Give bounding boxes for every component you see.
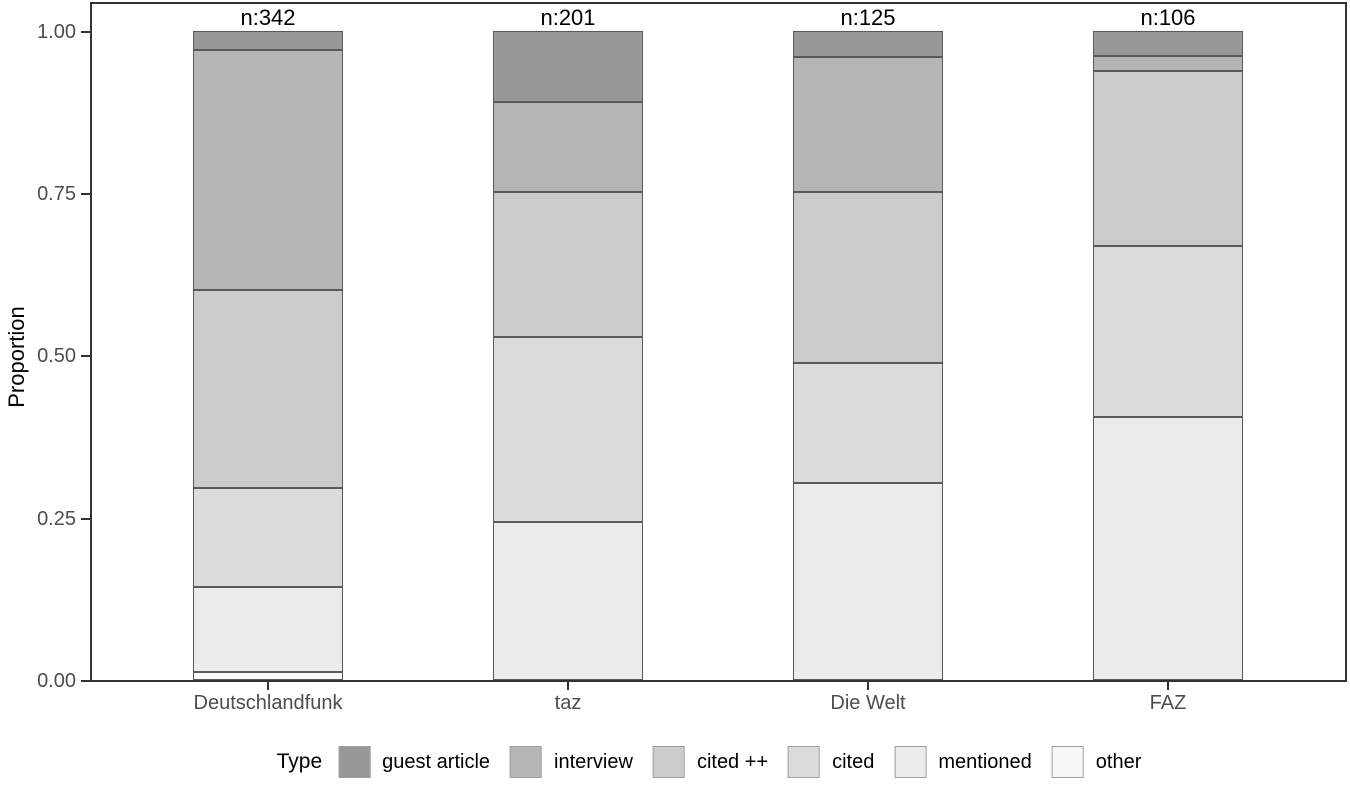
bar-segment-cited	[793, 363, 943, 483]
bar-segment-guest-article	[493, 31, 643, 102]
x-axis-category-label: FAZ	[1149, 692, 1187, 714]
y-axis-tick	[81, 193, 90, 195]
legend-item-other: other	[1051, 746, 1142, 778]
legend-label: other	[1095, 750, 1142, 773]
x-axis-category-label: Die Welt	[830, 692, 906, 714]
bar-segment-interview	[493, 102, 643, 192]
legend-swatch-other	[1051, 746, 1084, 778]
x-axis-category-label: Deutschlandfunk	[193, 692, 343, 714]
bar-segment-mentioned	[493, 522, 643, 680]
y-axis-tick-label: 0.50	[37, 345, 76, 367]
stacked-bar-deutschlandfunk	[193, 31, 343, 680]
bar-segment-interview	[1093, 56, 1243, 71]
y-axis-tick	[81, 518, 90, 520]
stacked-bar-faz	[1093, 31, 1243, 680]
stacked-bar-taz	[493, 31, 643, 680]
y-axis-tick	[81, 31, 90, 33]
bar-segment-cited	[193, 488, 343, 587]
bar-segment-cited-++	[1093, 71, 1243, 246]
y-axis-tick-label: 0.00	[37, 670, 76, 692]
bar-segment-guest-article	[193, 31, 343, 50]
bar-segment-mentioned	[193, 587, 343, 672]
bar-segment-guest-article	[1093, 31, 1243, 56]
bar-segment-cited-++	[493, 192, 643, 337]
y-axis-tick	[81, 680, 90, 682]
legend-item-cited-++: cited ++	[652, 746, 769, 778]
y-axis-tick-label: 0.25	[37, 508, 76, 530]
bar-count-label: n:125	[840, 5, 896, 30]
legend-label: guest article	[382, 750, 491, 773]
y-axis-tick-label: 1.00	[37, 21, 76, 43]
legend-swatch-interview	[510, 746, 543, 778]
bar-segment-other	[193, 672, 343, 680]
bar-count-label: n:201	[540, 5, 596, 30]
y-axis-tick	[81, 355, 90, 357]
legend-item-interview: interview	[510, 746, 633, 778]
legend-swatch-mentioned	[894, 746, 927, 778]
x-axis-tick	[567, 682, 569, 690]
bar-segment-cited-++	[793, 192, 943, 363]
legend-item-guest-article: guest article	[338, 746, 490, 778]
plot-panel: n:342 n:201 n:125 n:106	[90, 2, 1347, 682]
legend-label: cited	[832, 750, 875, 773]
legend: Type guest article interview cited ++ cited…	[277, 746, 1162, 778]
bar-segment-interview	[793, 57, 943, 192]
legend-swatch-cited-++	[652, 746, 685, 778]
bar-segment-cited	[1093, 246, 1243, 417]
legend-item-mentioned: mentioned	[894, 746, 1032, 778]
bar-segment-cited	[493, 337, 643, 522]
bar-count-label: n:106	[1140, 5, 1196, 30]
legend-label: interview	[554, 750, 633, 773]
bar-segment-mentioned	[793, 483, 943, 680]
x-axis-tick	[267, 682, 269, 690]
y-axis-tick-label: 0.75	[37, 183, 76, 205]
bar-count-label: n:342	[240, 5, 296, 30]
legend-swatch-cited	[788, 746, 821, 778]
legend-items: guest article interview cited ++ cited menti…	[338, 746, 1161, 778]
legend-label: cited ++	[696, 750, 769, 773]
x-axis-tick	[867, 682, 869, 690]
legend-label: mentioned	[938, 750, 1032, 773]
bar-segment-mentioned	[1093, 417, 1243, 680]
legend-title: Type	[276, 750, 323, 773]
legend-swatch-guest-article	[338, 746, 371, 778]
x-axis-category-label: taz	[554, 692, 582, 714]
bar-segment-interview	[193, 50, 343, 290]
bar-segment-guest-article	[793, 31, 943, 57]
bar-segment-cited-++	[193, 290, 343, 488]
x-axis-tick	[1167, 682, 1169, 690]
legend-item-cited: cited	[788, 746, 874, 778]
stacked-bar-die-welt	[793, 31, 943, 680]
